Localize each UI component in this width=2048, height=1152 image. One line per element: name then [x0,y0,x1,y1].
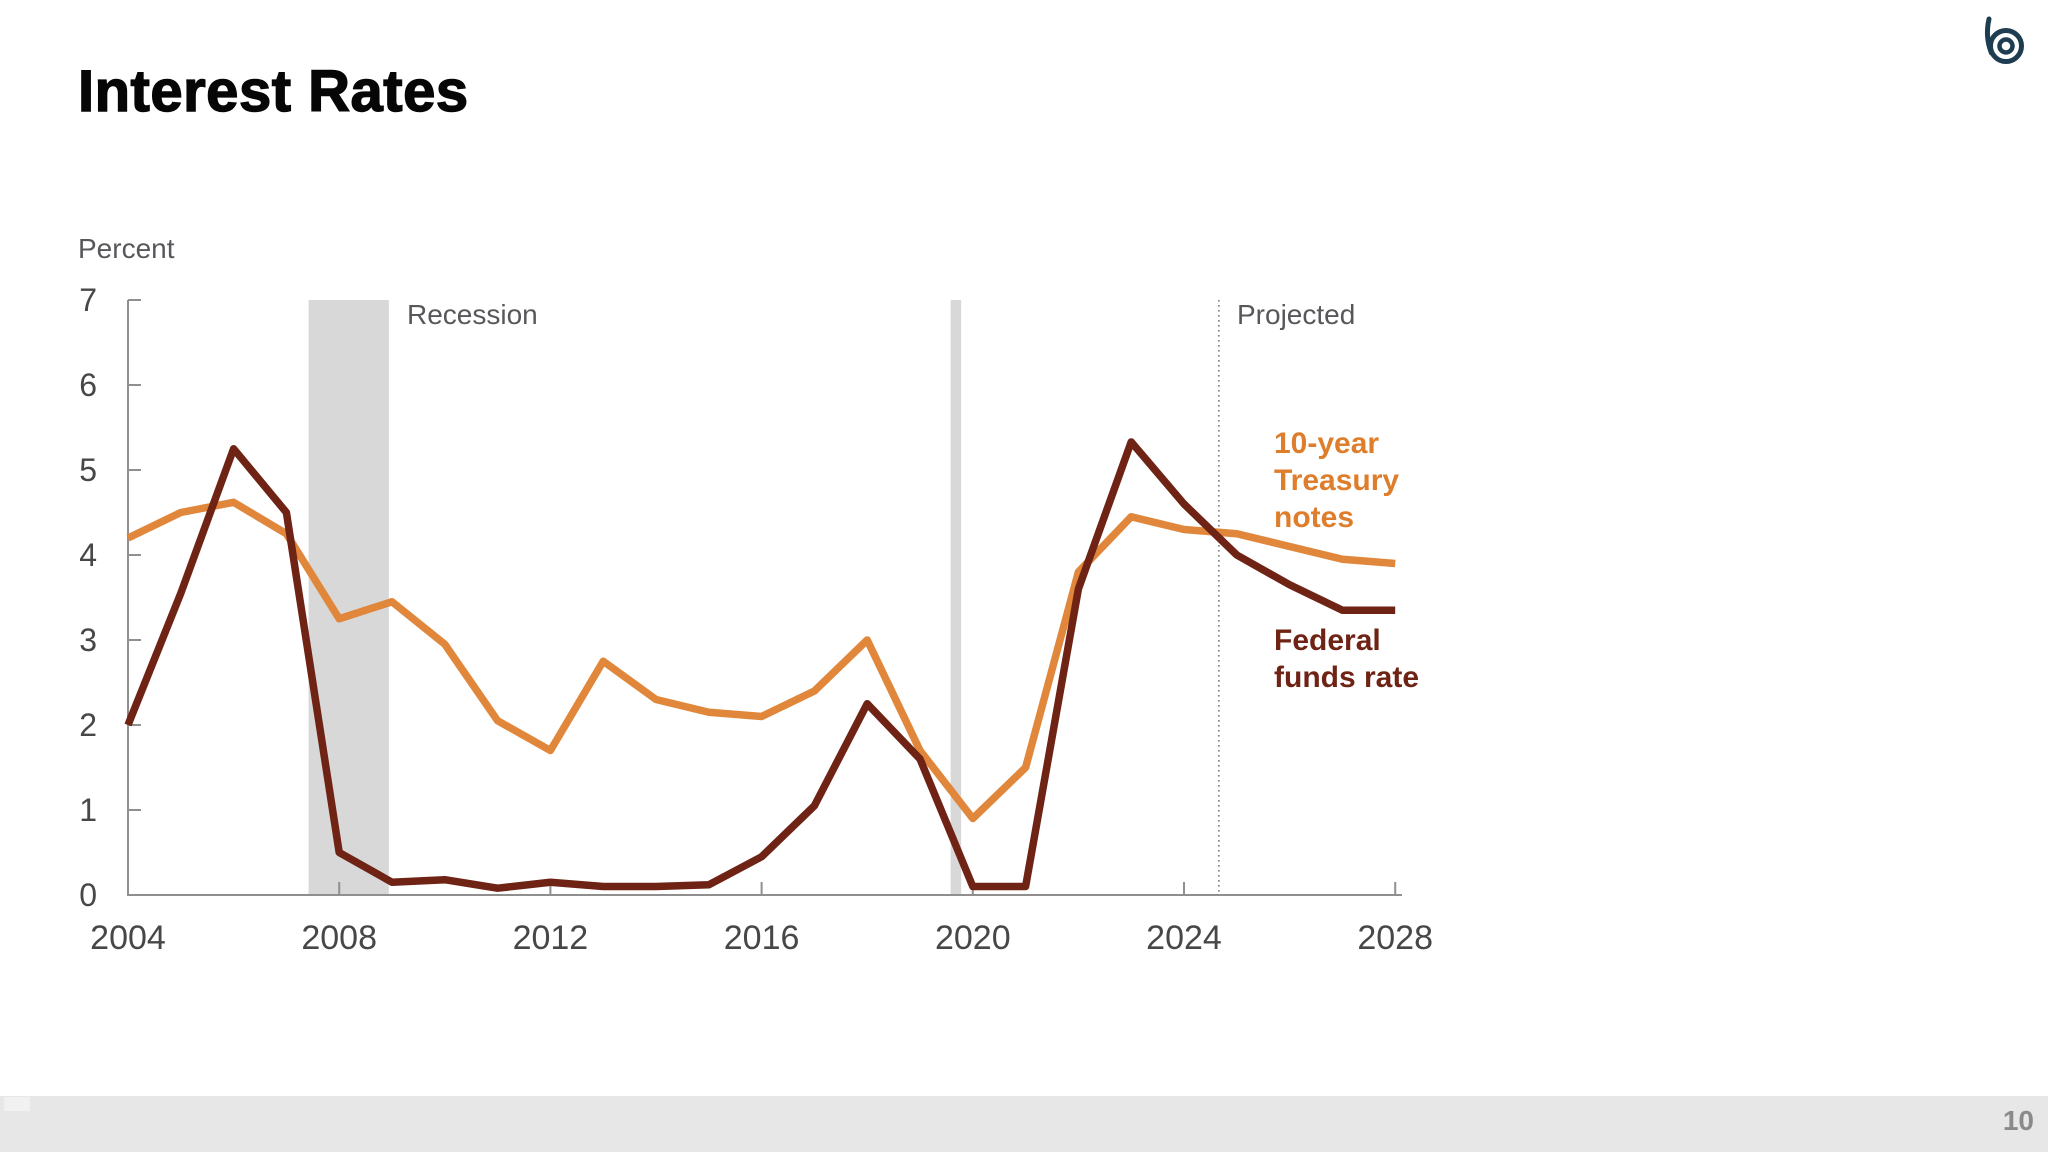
y-tick-label: 4 [79,537,97,573]
treasury-series-label-line1: 10-year [1274,427,1380,460]
y-tick-label: 1 [79,792,97,828]
y-tick-label: 2 [79,707,97,743]
x-tick-label: 2008 [301,919,377,957]
footer-corner-square [4,1097,30,1111]
footer-bar: 10 [0,1096,2048,1152]
treasury-series-label-line3: notes [1274,501,1355,534]
page-title: Interest Rates [77,58,469,124]
recession-annotation-label: Recession [407,299,538,330]
fed-funds-series-label-line2: funds rate [1274,661,1420,694]
y-tick-label: 3 [79,622,97,658]
page-number: 10 [2002,1105,2034,1136]
fed-funds-series-label: Federal funds rate [1274,622,1419,696]
x-tick-label: 2012 [512,919,589,957]
axes [127,300,1402,896]
y-tick-label: 6 [79,367,97,403]
y-tick-label: 7 [79,282,97,318]
x-tick-label: 2028 [1357,919,1433,957]
concentric-b-rings-logo [1978,16,2030,68]
fed-funds-series-label-line1: Federal [1274,624,1381,657]
y-axis-unit-label: Percent [78,233,175,264]
x-tick-label: 2004 [90,919,166,957]
y-tick-label: 5 [79,452,97,488]
recession-band [308,300,389,895]
y-tick-label: 0 [79,877,97,913]
treasury-series-label: 10-year Treasury notes [1274,425,1399,536]
fed-funds-line [124,438,1396,892]
x-tick-label: 2024 [1146,919,1222,957]
x-tick-label: 2020 [934,919,1011,957]
treasury-series-label-line2: Treasury [1274,464,1400,497]
logo-icon [1985,16,2024,64]
x-tick-label: 2016 [723,919,800,957]
recession-band [950,300,962,895]
treasury-line [126,498,1396,823]
projected-annotation-label: Projected [1237,299,1356,330]
